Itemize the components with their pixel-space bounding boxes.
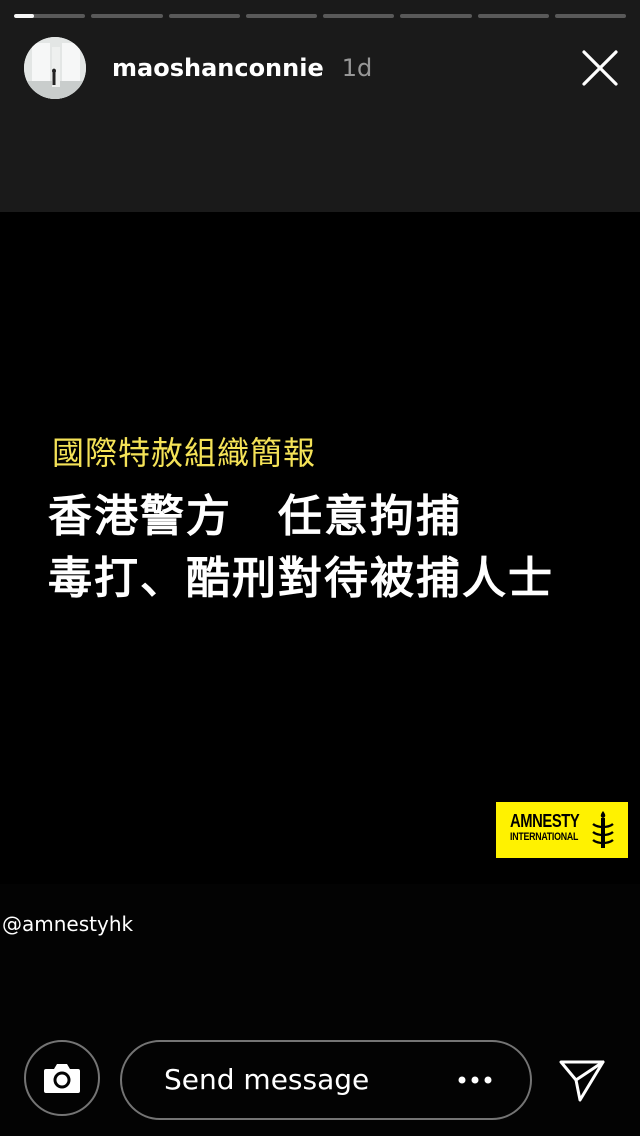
close-icon	[582, 50, 618, 86]
progress-segment	[91, 14, 163, 18]
story-headline-line-2: 毒打、酷刑對待被捕人士	[48, 553, 554, 604]
story-headline-line-1: 香港警方 任意拘捕	[48, 491, 462, 542]
progress-segment	[477, 14, 549, 18]
progress-segment	[400, 14, 472, 18]
story-header: maoshanconnie 1d	[24, 36, 624, 100]
username[interactable]: maoshanconnie	[112, 54, 324, 82]
logo-text-line-1: AMNESTY	[510, 811, 580, 831]
story-progress-bar	[14, 14, 626, 18]
amnesty-logo: AMNESTY INTERNATIONAL	[496, 802, 628, 858]
post-time: 1d	[341, 54, 373, 82]
story-bottom-area	[0, 884, 640, 1136]
send-button[interactable]	[558, 1056, 606, 1104]
avatar-photo	[24, 37, 86, 99]
candle-icon	[592, 811, 614, 848]
progress-segment	[14, 14, 86, 18]
story-content[interactable]: 國際特赦組織簡報 香港警方 任意拘捕 毒打、酷刑對待被捕人士 AMNESTY I…	[0, 212, 640, 884]
send-message-placeholder: Send message	[164, 1063, 370, 1096]
close-button[interactable]	[580, 48, 620, 88]
avatar[interactable]	[24, 37, 86, 99]
more-dots-icon[interactable]	[458, 1076, 492, 1084]
progress-segment	[168, 14, 240, 18]
story-title: 國際特赦組織簡報	[52, 434, 317, 472]
send-message-input[interactable]: Send message	[120, 1040, 532, 1120]
progress-segment-fill	[14, 14, 34, 18]
progress-segment	[554, 14, 626, 18]
progress-segment	[245, 14, 317, 18]
camera-icon	[44, 1064, 80, 1093]
story-top-bar	[0, 0, 640, 212]
camera-button[interactable]	[24, 1040, 100, 1116]
progress-segment	[323, 14, 395, 18]
send-icon	[559, 1060, 605, 1102]
mention-link[interactable]: @amnestyhk	[2, 912, 134, 936]
logo-text-line-2: INTERNATIONAL	[510, 831, 579, 843]
